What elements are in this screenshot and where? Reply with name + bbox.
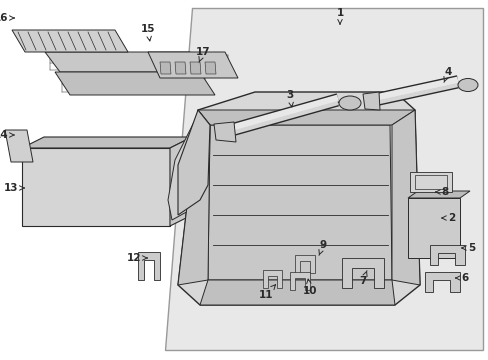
Text: 2: 2 <box>441 213 455 223</box>
Polygon shape <box>164 8 482 350</box>
Polygon shape <box>362 92 379 110</box>
Polygon shape <box>178 92 419 305</box>
Polygon shape <box>178 110 209 215</box>
Text: 11: 11 <box>258 285 275 300</box>
Polygon shape <box>294 255 314 273</box>
Text: 17: 17 <box>195 47 210 62</box>
Text: 6: 6 <box>455 273 468 283</box>
Text: 3: 3 <box>286 90 293 107</box>
Ellipse shape <box>338 96 360 110</box>
Text: 9: 9 <box>318 240 326 255</box>
Polygon shape <box>424 272 459 292</box>
Polygon shape <box>148 52 238 78</box>
Polygon shape <box>12 30 128 52</box>
Polygon shape <box>214 122 236 142</box>
Bar <box>409 172 451 192</box>
Polygon shape <box>407 191 469 198</box>
Polygon shape <box>289 272 309 290</box>
Text: 7: 7 <box>359 271 366 286</box>
Polygon shape <box>341 258 383 288</box>
Polygon shape <box>207 125 391 280</box>
Polygon shape <box>160 62 171 74</box>
Polygon shape <box>175 62 185 74</box>
Text: 12: 12 <box>126 253 147 263</box>
Polygon shape <box>190 62 201 74</box>
Text: 14: 14 <box>0 130 14 140</box>
Polygon shape <box>22 148 170 226</box>
Polygon shape <box>391 110 419 285</box>
Ellipse shape <box>457 78 477 91</box>
Polygon shape <box>204 62 216 74</box>
Text: 10: 10 <box>302 279 317 296</box>
Bar <box>414 175 446 189</box>
Polygon shape <box>5 130 33 162</box>
Polygon shape <box>407 198 459 258</box>
Polygon shape <box>429 245 464 265</box>
Polygon shape <box>200 280 394 305</box>
Text: 13: 13 <box>4 183 24 193</box>
Polygon shape <box>138 252 160 280</box>
Text: 5: 5 <box>461 243 475 253</box>
Polygon shape <box>45 52 204 72</box>
Text: 4: 4 <box>443 67 451 82</box>
Polygon shape <box>170 137 192 226</box>
Text: 15: 15 <box>141 24 155 41</box>
Polygon shape <box>22 137 192 148</box>
Text: 8: 8 <box>435 187 447 197</box>
Text: 1: 1 <box>336 8 343 24</box>
Polygon shape <box>263 270 282 288</box>
Polygon shape <box>178 110 209 285</box>
Polygon shape <box>198 110 414 125</box>
Polygon shape <box>55 72 215 95</box>
Polygon shape <box>168 110 207 220</box>
Text: 16: 16 <box>0 13 14 23</box>
